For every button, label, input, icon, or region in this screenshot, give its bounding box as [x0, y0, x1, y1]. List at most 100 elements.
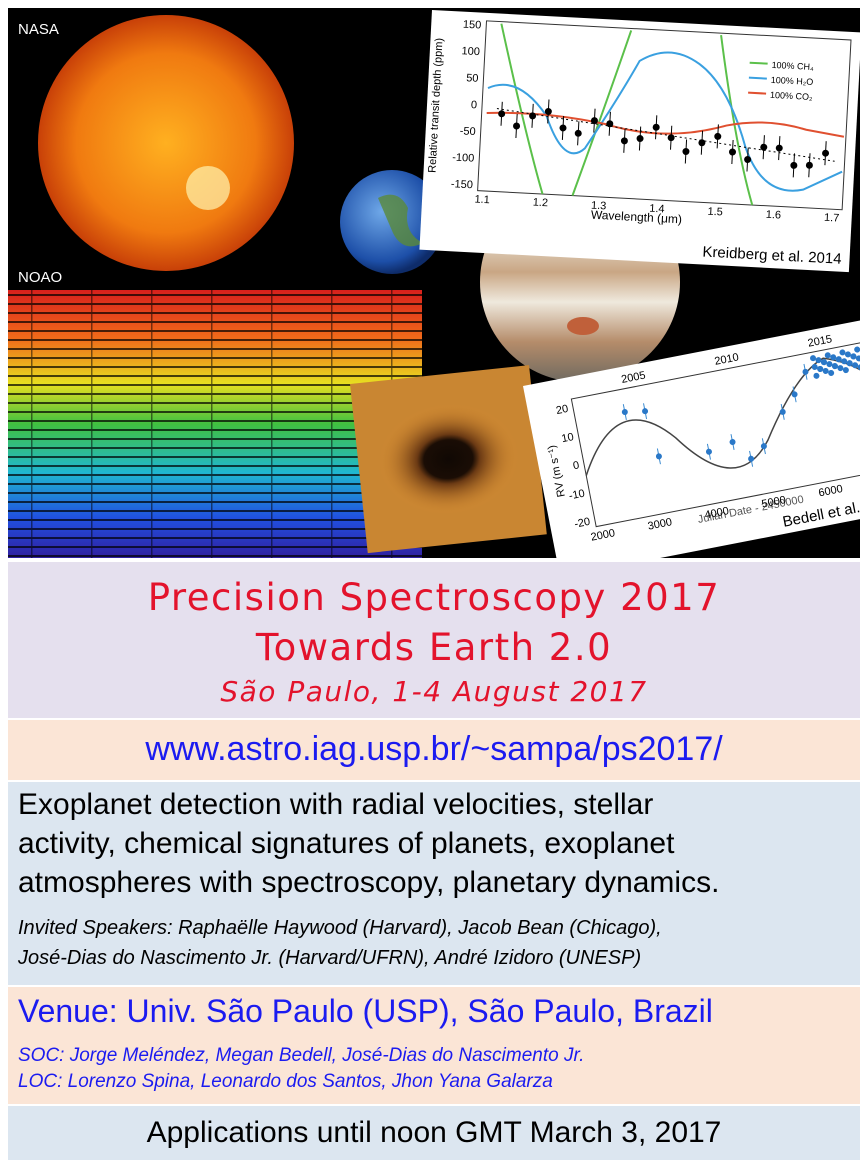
- y-tick-label: -20: [573, 516, 591, 531]
- points: [621, 346, 860, 467]
- point: [748, 455, 755, 462]
- x-tick-label: 5000: [761, 494, 787, 510]
- point: [529, 112, 537, 120]
- great-red-spot: [567, 317, 599, 335]
- point: [791, 391, 798, 398]
- plot-frame: [570, 341, 860, 528]
- axis-label: Wavelength (μm): [591, 208, 683, 227]
- inset-chart: Julian Date - 2450000 RV (m s⁻¹) Bedell …: [523, 319, 860, 558]
- speakers: José-Dias do Nascimento Jr. (Harvard/UFR…: [18, 947, 642, 969]
- point: [824, 352, 831, 359]
- point: [854, 346, 860, 353]
- point: [855, 355, 860, 362]
- y-tick-label: -100: [452, 152, 475, 165]
- points: [498, 99, 830, 178]
- point: [805, 161, 813, 169]
- x-tick-label: 1.3: [591, 200, 607, 213]
- point: [841, 358, 848, 365]
- x-tick-label: 1.2: [532, 197, 548, 210]
- topics-band: Exoplanet detection with radial velociti…: [8, 782, 860, 985]
- point: [835, 356, 842, 363]
- point: [652, 123, 660, 131]
- point: [559, 124, 567, 132]
- point: [830, 354, 837, 361]
- point: [831, 363, 838, 370]
- sunspot: [378, 403, 519, 515]
- point: [839, 349, 846, 356]
- curve: [500, 23, 754, 206]
- point: [846, 360, 853, 367]
- point: [760, 443, 767, 450]
- x-tick-label: 1.7: [824, 212, 840, 225]
- y-tick-label: 0: [471, 99, 478, 111]
- point: [590, 117, 598, 125]
- venue: Venue: Univ. São Paulo (USP), São Paulo,…: [18, 993, 713, 1029]
- x-tick-label: 1.1: [474, 193, 490, 206]
- point: [802, 368, 809, 375]
- speakers: Invited Speakers: Raphaëlle Haywood (Har…: [18, 917, 662, 939]
- point: [790, 161, 798, 169]
- point: [698, 139, 706, 147]
- inset-bg: [523, 319, 860, 558]
- point: [850, 353, 857, 360]
- point: [636, 135, 644, 143]
- point: [760, 143, 768, 151]
- title: Precision Spectroscopy 2017: [147, 576, 721, 619]
- title-band: Precision Spectroscopy 2017 Towards Eart…: [8, 562, 860, 718]
- url[interactable]: www.astro.iag.usp.br/~sampa/ps2017/: [145, 730, 723, 768]
- point: [811, 363, 818, 370]
- x-tick-label: 2000: [590, 527, 616, 543]
- point: [826, 361, 833, 368]
- collage: NASA NOAO Wavelength (μm) Relative trans…: [8, 8, 860, 558]
- y-tick-label: 150: [463, 19, 482, 32]
- committee: LOC: Lorenzo Spina, Leonardo dos Santos,…: [18, 1071, 553, 1092]
- point: [729, 439, 736, 446]
- point: [779, 408, 786, 415]
- x-tick-label: 4000: [704, 505, 730, 521]
- y-tick-label: 0: [572, 459, 580, 472]
- legend-label: 100% CO₂: [770, 90, 813, 102]
- point: [744, 156, 752, 164]
- point: [606, 120, 614, 128]
- y-tick-label: 10: [560, 431, 574, 445]
- x-tick-label: 3000: [647, 516, 673, 532]
- x-tick-label: 1.6: [765, 209, 781, 222]
- point: [544, 107, 552, 115]
- sun: [38, 15, 294, 271]
- x-tick-label: 1.5: [707, 206, 723, 219]
- venue-band: Venue: Univ. São Paulo (USP), São Paulo,…: [8, 987, 860, 1104]
- point: [642, 408, 649, 415]
- spectrum-lines: [8, 290, 422, 558]
- y-tick-label: 20: [555, 403, 569, 417]
- point: [705, 448, 712, 455]
- point: [857, 364, 860, 371]
- legend-swatch: [748, 91, 767, 95]
- point: [682, 147, 690, 155]
- x-tick-label: 1.4: [649, 203, 665, 216]
- plot-frame: [477, 20, 852, 211]
- subtitle: São Paulo, 1-4 August 2017: [220, 675, 648, 708]
- topic-line: activity, chemical signatures of planets…: [18, 827, 675, 860]
- sunspot-image: [350, 365, 547, 554]
- y-tick-label: -50: [459, 125, 476, 138]
- legend-swatch: [748, 76, 767, 80]
- point: [842, 367, 849, 374]
- point: [813, 372, 820, 379]
- deadline-band: Applications until noon GMT March 3, 201…: [8, 1106, 860, 1160]
- topic-line: atmospheres with spectroscopy, planetary…: [18, 866, 720, 899]
- point: [822, 149, 830, 157]
- deadline: Applications until noon GMT March 3, 201…: [146, 1116, 722, 1149]
- legend-label: 100% CH₄: [771, 60, 814, 72]
- point: [844, 351, 851, 358]
- credit: NOAO: [18, 269, 62, 286]
- point: [728, 148, 736, 156]
- point: [621, 409, 628, 416]
- fit-curve: [585, 357, 860, 476]
- point: [820, 359, 827, 366]
- legend-label: 100% H₂O: [771, 75, 814, 87]
- point: [714, 132, 722, 140]
- model-line: [496, 108, 835, 162]
- legend-swatch: [749, 61, 768, 65]
- sun-flare: [186, 166, 230, 210]
